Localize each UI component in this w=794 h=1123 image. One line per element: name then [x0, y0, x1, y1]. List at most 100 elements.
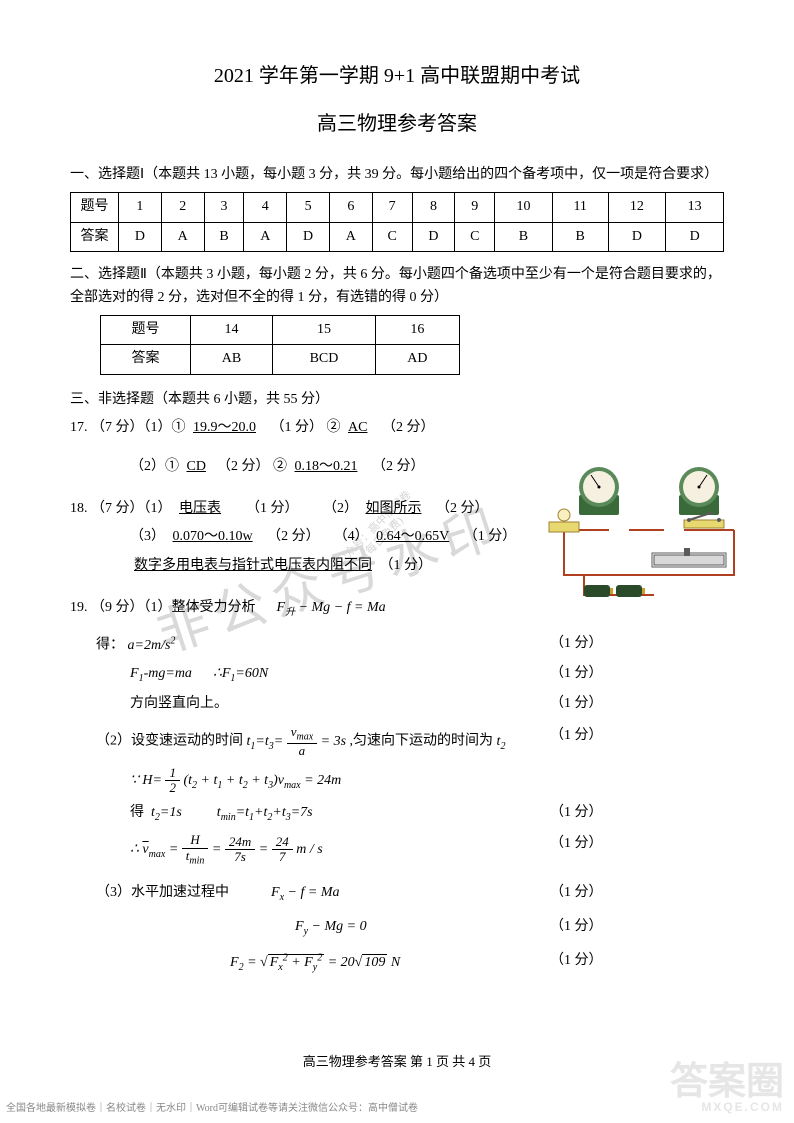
answer-table-1: 题号 1 2 3 4 5 6 7 8 9 10 11 12 13 答案 D A … [70, 192, 724, 252]
q19-l5a: 得 [130, 805, 144, 820]
q19-eq3c: F2 = √Fx2 + Fy2 = 20√109 N [230, 955, 400, 970]
q19-l5c: tmin=t1+t2+t3=7s [217, 805, 313, 820]
q18-p4-ans: 0.64～0.65V [372, 529, 453, 544]
table1-num: 2 [161, 193, 204, 222]
q18-p2-prefix: （2） [323, 501, 358, 516]
q17-p1-ans: 19.9～20.0 [189, 420, 260, 435]
section2-head: 二、选择题Ⅱ（本题共 3 小题，每小题 2 分，共 6 分。每小题四个备选项中至… [70, 264, 724, 309]
q18-line3: 数字多用电表与指针式电压表内阻不同 （1 分） [70, 555, 724, 577]
table2-num: 16 [375, 315, 459, 344]
q18-p1-score: （1 分） [246, 501, 299, 516]
q19-p2b: ,匀速向下运动的时间为 [350, 734, 494, 749]
q17-p1-prefix: （7 分）（1）① [91, 420, 186, 435]
q19-eq3c-line: F2 = √Fx2 + Fy2 = 20√109 N （1 分） [70, 950, 724, 975]
table1-num: 5 [287, 193, 330, 222]
table1-num: 10 [495, 193, 553, 222]
table1-ans: C [372, 222, 412, 251]
table1-rowlabel-2: 答案 [71, 222, 119, 251]
q19-s1: （1 分） [550, 633, 603, 655]
table2-num: 14 [191, 315, 273, 344]
q19-vmax-eq: ∴ vmax = Htmin = 24m7s = 247 m / s [130, 842, 323, 857]
q19-vmax: ∴ vmax = Htmin = 24m7s = 247 m / s （1 分） [70, 833, 724, 866]
q18-line1: 18. （7 分）（1） 电压表 （1 分） （2） 如图所示 （2 分） [70, 498, 724, 520]
q19-eq3a: Fx − f = Ma [271, 885, 339, 900]
q19-p3: （3）水平加速过程中 Fx − f = Ma （1 分） [70, 882, 724, 906]
table1-num: 13 [666, 193, 724, 222]
q18-p1-prefix: （7 分）（1） [91, 501, 172, 516]
q19-s9: （1 分） [550, 950, 603, 972]
title-main: 2021 学年第一学期 9+1 高中联盟期中考试 [70, 60, 724, 92]
q18-p3-score: （2 分） [267, 529, 320, 544]
q17-p1-score: （1 分） [271, 420, 324, 435]
q19-p3-text: （3）水平加速过程中 [96, 885, 229, 900]
q17-label: 17. [70, 420, 88, 435]
table2-ans: AB [191, 345, 273, 374]
q17-p1b-prefix: ② [327, 420, 341, 435]
q18-p5-ans: 数字多用电表与指针式电压表内阻不同 [130, 558, 376, 573]
q19-l2a: F1-mg=ma [130, 666, 192, 681]
q19-eqH: ∵ H= 12 (t2 + t1 + t2 + t3)vmax = 24m [130, 773, 341, 788]
page-footer: 高三物理参考答案 第 1 页 共 4 页 [0, 1052, 794, 1073]
q17-p2b-ans: 0.18～0.21 [290, 459, 361, 474]
q17-p2b-score: （2 分） [372, 459, 425, 474]
q19-s5: （1 分） [550, 802, 603, 824]
section3-head: 三、非选择题（本题共 6 小题，共 55 分） [70, 389, 724, 411]
table1-ans: D [666, 222, 724, 251]
q19-eq1: F升 − Mg − f = Ma [277, 600, 386, 615]
table1-num: 4 [244, 193, 287, 222]
q19-l1a: 得： [96, 638, 124, 653]
q19-p2-text: （2）设变速运动的时间 [96, 734, 243, 749]
table1-ans: D [412, 222, 455, 251]
q19-p2: （2）设变速运动的时间 t1=t3= vmaxa = 3s ,匀速向下运动的时间… [70, 725, 724, 758]
q19-l1: 得： a=2m/s2 （1 分） [70, 633, 724, 657]
q18-p4-score: （1 分） [464, 529, 517, 544]
q19-s7: （1 分） [550, 882, 603, 904]
q18-p2-ans: 如图所示 [362, 501, 426, 516]
q19-l3-text: 方向竖直向上。 [130, 696, 228, 711]
q19-s3: （1 分） [550, 693, 603, 715]
title-sub: 高三物理参考答案 [70, 108, 724, 140]
q17-p2b-prefix: ② [273, 459, 287, 474]
q17-p1b-score: （2 分） [382, 420, 435, 435]
q19-s4: （1 分） [550, 725, 603, 747]
table2-rowlabel-1: 题号 [101, 315, 191, 344]
q19-l1b: a=2m/s2 [128, 638, 176, 653]
q17-p2-score: （2 分） [217, 459, 270, 474]
q19-l5: 得 t2=1s tmin=t1+t2+t3=7s （1 分） [70, 802, 724, 826]
table2-num: 15 [272, 315, 375, 344]
table1-num: 12 [608, 193, 666, 222]
q18-label: 18. [70, 501, 88, 516]
q19-line1: 19. （9 分）（1）整体受力分析 F升 − Mg − f = Ma [70, 597, 724, 621]
q18-p4-prefix: （4） [334, 529, 369, 544]
table1-rowlabel-1: 题号 [71, 193, 119, 222]
table1-ans: C [455, 222, 495, 251]
q19-l3: 方向竖直向上。 （1 分） [70, 693, 724, 715]
table1-ans: D [287, 222, 330, 251]
answer-table-2: 题号 14 15 16 答案 AB BCD AD [100, 315, 460, 375]
q19-l5b: t2=1s [151, 805, 182, 820]
q18-p3-prefix: （3） [130, 529, 165, 544]
table1-ans: A [329, 222, 372, 251]
q18-p5-score: （1 分） [380, 558, 433, 573]
table2-ans: BCD [272, 345, 375, 374]
q19-eq-H: ∵ H= 12 (t2 + t1 + t2 + t3)vmax = 24m [70, 766, 724, 796]
table1-ans: A [161, 222, 204, 251]
table1-ans: D [119, 222, 162, 251]
q19-eq3b-line: Fy − Mg = 0 （1 分） [70, 916, 724, 940]
table1-num: 8 [412, 193, 455, 222]
table1-ans: A [244, 222, 287, 251]
q19-s6: （1 分） [550, 833, 603, 855]
table1-num: 6 [329, 193, 372, 222]
q17-line1: 17. （7 分）（1）① 19.9～20.0 （1 分） ② AC （2 分） [70, 417, 724, 439]
table1-ans: B [552, 222, 608, 251]
table1-num: 11 [552, 193, 608, 222]
bottom-note: 全国各地最新模拟卷｜名校试卷｜无水印｜Word可编辑试卷等请关注微信公众号：高中… [6, 1101, 418, 1117]
table1-ans: B [204, 222, 244, 251]
q18-p1-ans: 电压表 [175, 501, 225, 516]
q19-s2: （1 分） [550, 663, 603, 685]
q18-p3-ans: 0.070～0.10w [169, 529, 257, 544]
q17-p2-prefix: （2）① [130, 459, 179, 474]
q18-p2-score: （2 分） [436, 501, 489, 516]
q17-p2-ans: CD [183, 459, 210, 474]
table2-ans: AD [375, 345, 459, 374]
